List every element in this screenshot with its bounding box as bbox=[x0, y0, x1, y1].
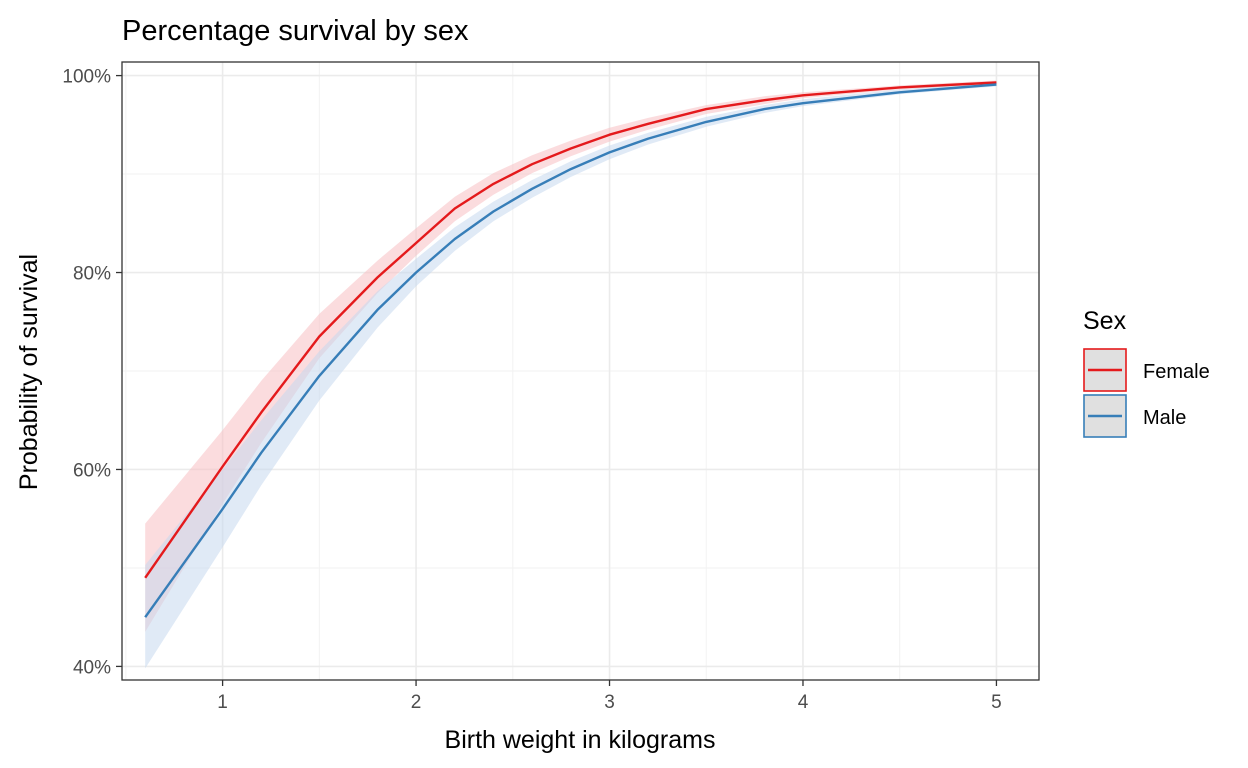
x-tick-label: 5 bbox=[991, 692, 1002, 713]
plot-panel bbox=[121, 61, 1040, 681]
chart-title: Percentage survival by sex bbox=[122, 15, 469, 47]
x-tick-label: 1 bbox=[217, 692, 228, 713]
y-axis-title: Probability of survival bbox=[15, 254, 43, 490]
panel-border bbox=[121, 61, 1040, 681]
legend-label-female: Female bbox=[1143, 361, 1210, 383]
legend-label-male: Male bbox=[1143, 407, 1186, 429]
y-tick-label: 100% bbox=[62, 67, 111, 88]
x-tick-label: 3 bbox=[604, 692, 615, 713]
x-tick-label: 4 bbox=[798, 692, 809, 713]
series-line-female bbox=[144, 81, 997, 579]
confidence-band-male bbox=[145, 82, 997, 669]
legend-title: Sex bbox=[1083, 307, 1127, 335]
y-tick-label: 80% bbox=[73, 264, 111, 285]
series-line-male bbox=[144, 83, 997, 618]
x-axis-title: Birth weight in kilograms bbox=[445, 726, 716, 754]
y-tick-label: 40% bbox=[73, 657, 111, 678]
y-tick-label: 60% bbox=[73, 460, 111, 481]
x-tick-label: 2 bbox=[411, 692, 422, 713]
legend: Sex Female Male bbox=[1083, 307, 1210, 438]
